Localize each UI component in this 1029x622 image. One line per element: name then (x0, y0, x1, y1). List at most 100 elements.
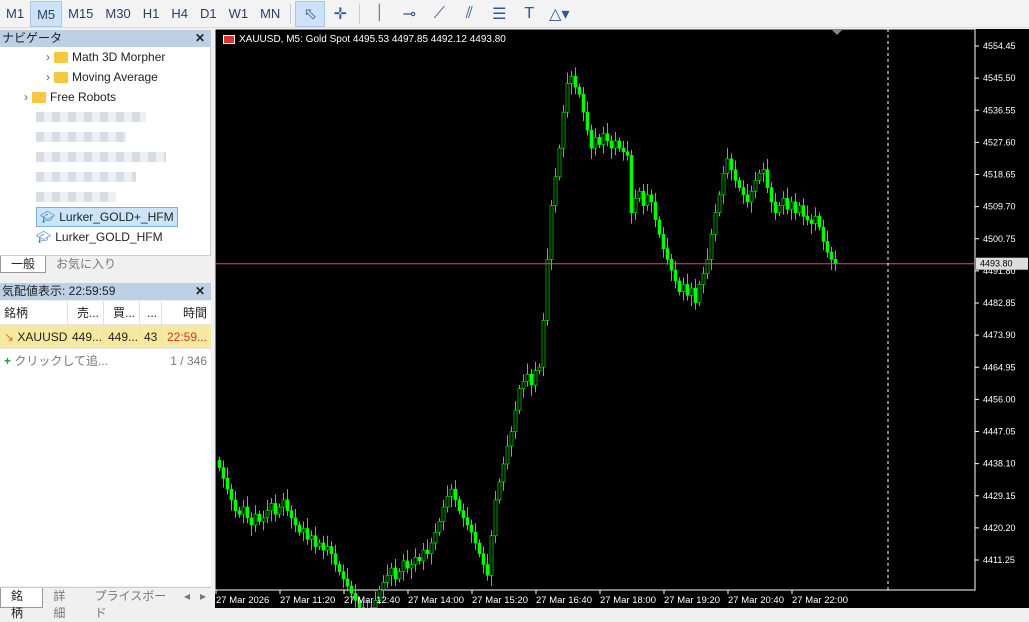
navigator-item-label: Moving Average (72, 67, 158, 87)
candle (258, 514, 261, 521)
navigator-item[interactable]: 🎓︎Lurker_GOLD+_HFM (36, 207, 178, 227)
y-tick-label: 4420.20 (983, 523, 1016, 533)
timeframe-m30[interactable]: M30 (99, 1, 136, 27)
tab[interactable]: お気に入り (46, 256, 126, 273)
tab[interactable]: 銘柄 (0, 588, 43, 608)
candle (570, 76, 573, 83)
candle (498, 482, 501, 500)
candle (230, 489, 233, 500)
fibonacci-icon[interactable]: ☰ (484, 1, 514, 27)
tab[interactable]: 一般 (0, 256, 46, 273)
candle (834, 259, 837, 263)
timeframe-m5[interactable]: M5 (30, 1, 62, 27)
candle (826, 241, 829, 252)
chevron-right-icon[interactable]: › (46, 67, 50, 87)
candle (250, 518, 253, 525)
tab[interactable]: プライスボード (85, 588, 179, 608)
shift-marker-icon (832, 30, 842, 35)
x-tick-label: 27 Mar 22:00 (792, 595, 848, 606)
y-tick-label: 4527.60 (983, 137, 1016, 147)
folder-icon (54, 72, 68, 83)
y-tick-label: 4536.55 (983, 105, 1016, 115)
navigator-item-label: Lurker_GOLD_HFM (55, 227, 162, 247)
cursor-icon[interactable]: ⬁ (295, 1, 325, 27)
tab[interactable]: 詳細 (43, 588, 84, 608)
timeframe-h1[interactable]: H1 (137, 1, 166, 27)
candle (290, 511, 293, 518)
candle (558, 148, 561, 177)
navigator-item-label: Free Robots (50, 87, 116, 107)
chevron-right-icon[interactable]: › (24, 87, 28, 107)
candle (438, 521, 441, 532)
candle (578, 87, 581, 94)
y-tick-label: 4554.45 (983, 41, 1016, 51)
timeframe-h4[interactable]: H4 (165, 1, 194, 27)
y-tick-label: 4518.65 (983, 170, 1016, 180)
column-symbol[interactable]: 銘柄 (0, 301, 68, 324)
navigator-item[interactable]: › Free Robots (24, 87, 116, 107)
y-tick-label: 4545.50 (983, 73, 1016, 83)
scroll-right-icon[interactable]: ▸ (195, 588, 211, 608)
crosshair-icon[interactable]: ✛ (325, 1, 355, 27)
timeframe-mn[interactable]: MN (254, 1, 286, 27)
candle (454, 489, 457, 500)
candle (302, 529, 305, 533)
timeframe-m1[interactable]: M1 (0, 1, 30, 27)
candle (654, 202, 657, 220)
candle (750, 191, 753, 202)
candle (674, 270, 677, 281)
timeframe-d1[interactable]: D1 (194, 1, 223, 27)
navigator-item[interactable]: › Math 3D Morpher (46, 47, 165, 67)
horizontal-line-icon[interactable]: ⊸ (394, 1, 424, 27)
candle (774, 202, 777, 213)
candle (226, 478, 229, 489)
candle (770, 188, 773, 202)
candle (494, 500, 497, 536)
candle (470, 525, 473, 532)
close-icon[interactable]: ✕ (195, 283, 211, 300)
candle (426, 550, 429, 554)
navigator-tree: ›Math 3D Morpher›Moving Average›Free Rob… (0, 47, 211, 255)
navigator-item[interactable]: 🎓︎Lurker_GOLD_HFM (36, 227, 163, 247)
candle (650, 195, 653, 202)
candle (642, 191, 645, 205)
divider (290, 4, 291, 24)
candle (482, 554, 485, 565)
candle (594, 137, 597, 148)
column-time[interactable]: 時間 (162, 301, 211, 324)
channel-icon[interactable]: ⫽ (454, 1, 484, 27)
market-watch: 銘柄 売... 買... ... 時間 ↘ XAUUSD 449... 449.… (0, 301, 211, 373)
navigator-item-label: Math 3D Morpher (72, 47, 165, 67)
flag-icon (223, 35, 235, 44)
candle (830, 252, 833, 259)
timeframe-m15[interactable]: M15 (62, 1, 99, 27)
candle (818, 216, 821, 227)
scroll-left-icon[interactable]: ◂ (179, 588, 195, 608)
column-bid[interactable]: 売... (68, 301, 104, 324)
timeframe-w1[interactable]: W1 (223, 1, 255, 27)
trend-line-icon[interactable]: ⟋ (424, 1, 454, 27)
candle (782, 198, 785, 205)
text-icon[interactable]: T (514, 1, 544, 27)
navigator-item[interactable]: › Moving Average (46, 67, 158, 87)
x-tick-label: 27 Mar 14:00 (408, 595, 464, 606)
x-tick-label: 27 Mar 19:20 (664, 595, 720, 606)
candle (286, 500, 289, 511)
shapes-icon[interactable]: △▾ (544, 1, 574, 27)
candle (262, 518, 265, 522)
close-icon[interactable]: ✕ (195, 30, 211, 47)
candle (582, 94, 585, 112)
candle (402, 561, 405, 572)
candle (786, 198, 789, 209)
market-watch-tabs: 銘柄詳細プライスボード◂▸ (0, 587, 211, 608)
column-spread[interactable]: ... (140, 301, 162, 324)
candle (586, 112, 589, 130)
candle (526, 374, 529, 381)
chevron-right-icon[interactable]: › (46, 47, 50, 67)
table-row[interactable]: ↘ XAUUSD 449... 449... 43 22:59... (0, 325, 211, 349)
candle (274, 503, 277, 514)
column-ask[interactable]: 買... (104, 301, 140, 324)
vertical-line-icon[interactable]: ⏐ (364, 1, 394, 27)
candle (382, 582, 385, 589)
